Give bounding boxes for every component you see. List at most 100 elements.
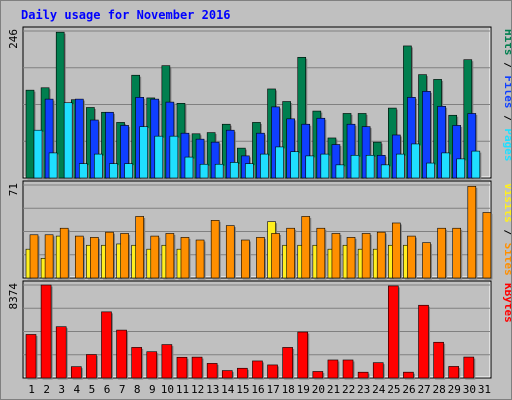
pages-bar-6 — [109, 163, 119, 180]
x-tick-label: 23 — [357, 383, 370, 396]
legend-entry-1: / — [502, 56, 511, 76]
x-tick-label: 22 — [342, 383, 355, 396]
x-tick-label: 4 — [74, 383, 81, 396]
pages-bar-2 — [48, 152, 59, 180]
sites-bar-6 — [105, 231, 115, 280]
x-tick-label: 17 — [266, 383, 279, 396]
legend-entry-4: Pages — [502, 128, 511, 161]
sites-bar-7 — [120, 233, 131, 280]
kbytes-bar-15 — [237, 367, 249, 380]
x-tick-label: 6 — [104, 383, 111, 396]
pages-bar-8 — [139, 126, 150, 180]
sites-bar-2 — [44, 234, 55, 280]
sites-bar-1 — [29, 234, 40, 280]
x-tick-label: 9 — [149, 383, 156, 396]
x-tick-label: 5 — [89, 383, 96, 396]
pages-bar-13 — [214, 163, 225, 180]
sites-bar-14 — [225, 225, 236, 280]
pages-bar-22 — [350, 154, 361, 180]
pages-bar-20 — [320, 153, 331, 180]
panel-legend: Visits / Sites — [502, 183, 511, 276]
x-tick-label: 16 — [251, 383, 264, 396]
y-max-label: 246 — [7, 29, 20, 49]
legend-entry-1: / — [502, 223, 511, 243]
sites-bar-8 — [135, 216, 146, 280]
panel-legend: Hits / Files / Pages — [502, 29, 511, 162]
x-tick-label: 25 — [387, 383, 400, 396]
pages-bar-10 — [169, 135, 180, 180]
x-tick-label: 10 — [161, 383, 174, 396]
kbytes-bar-12 — [191, 356, 204, 380]
sites-bar-12 — [195, 239, 206, 280]
pages-bar-1 — [33, 129, 44, 180]
x-tick-label: 21 — [327, 383, 340, 396]
sites-bar-31 — [482, 212, 493, 280]
x-tick-label: 8 — [134, 383, 141, 396]
pages-bar-18 — [290, 151, 301, 180]
sites-bar-10 — [165, 233, 176, 280]
x-tick-label: 15 — [236, 383, 249, 396]
kbytes-bar-19 — [297, 331, 310, 380]
sites-bar-3 — [59, 227, 70, 280]
sites-bar-9 — [150, 235, 161, 280]
kbytes-bar-1 — [25, 334, 38, 380]
pages-bar-25 — [396, 153, 406, 180]
pages-bar-5 — [94, 153, 104, 180]
kbytes-bar-23 — [357, 371, 370, 380]
panel-hits-files-pages: 246 Hits / Files / Pages — [7, 26, 511, 180]
sites-bar-5 — [90, 237, 100, 280]
sites-bar-11 — [180, 237, 191, 280]
kbytes-bar-13 — [206, 363, 219, 380]
y-max-label: 71 — [7, 183, 20, 196]
x-tick-label: 26 — [402, 383, 415, 396]
x-tick-label: 27 — [417, 383, 430, 396]
pages-bar-28 — [441, 152, 452, 180]
sites-bar-29 — [452, 227, 463, 280]
legend-entry-2: Sites — [502, 243, 511, 276]
sites-bar-24 — [376, 231, 387, 280]
kbytes-bar-17 — [267, 364, 280, 380]
sites-bar-27 — [422, 242, 433, 280]
kbytes-bar-10 — [161, 344, 174, 380]
pages-bar-26 — [411, 143, 421, 180]
sites-bar-21 — [331, 233, 342, 280]
pages-bar-9 — [154, 135, 165, 180]
x-tick-label: 3 — [58, 383, 65, 396]
pages-bar-30 — [471, 150, 482, 180]
kbytes-bar-21 — [327, 359, 340, 380]
kbytes-bar-8 — [131, 347, 144, 380]
sites-bar-19 — [301, 216, 312, 280]
sites-bar-4 — [74, 235, 85, 280]
kbytes-bar-20 — [312, 371, 325, 380]
sites-bar-28 — [437, 227, 448, 280]
kbytes-bar-29 — [448, 366, 461, 380]
x-tick-label: 28 — [433, 383, 446, 396]
pages-bar-4 — [78, 163, 89, 180]
pages-bar-19 — [305, 155, 316, 180]
sites-bar-15 — [241, 239, 251, 280]
pages-bar-27 — [426, 162, 437, 180]
x-tick-label: 13 — [206, 383, 219, 396]
pages-bar-7 — [124, 163, 135, 180]
pages-bar-14 — [229, 162, 240, 180]
kbytes-bar-5 — [86, 354, 98, 380]
legend-entry-3: / — [502, 109, 511, 129]
sites-bar-22 — [346, 237, 357, 280]
x-tick-label: 19 — [297, 383, 310, 396]
chart-title: Daily usage for November 2016 — [21, 8, 231, 22]
panel-legend: KBytes — [502, 283, 511, 323]
x-tick-label: 12 — [191, 383, 204, 396]
kbytes-bar-18 — [282, 347, 295, 380]
sites-bar-30 — [467, 186, 478, 280]
x-tick-label: 7 — [119, 383, 126, 396]
pages-bar-16 — [260, 153, 270, 180]
sites-bar-17 — [271, 233, 282, 280]
kbytes-bar-22 — [342, 359, 355, 380]
kbytes-bar-14 — [221, 370, 234, 380]
x-tick-label: 30 — [463, 383, 476, 396]
x-tick-label: 2 — [43, 383, 50, 396]
sites-bar-13 — [210, 220, 221, 280]
pages-bar-15 — [245, 163, 255, 180]
